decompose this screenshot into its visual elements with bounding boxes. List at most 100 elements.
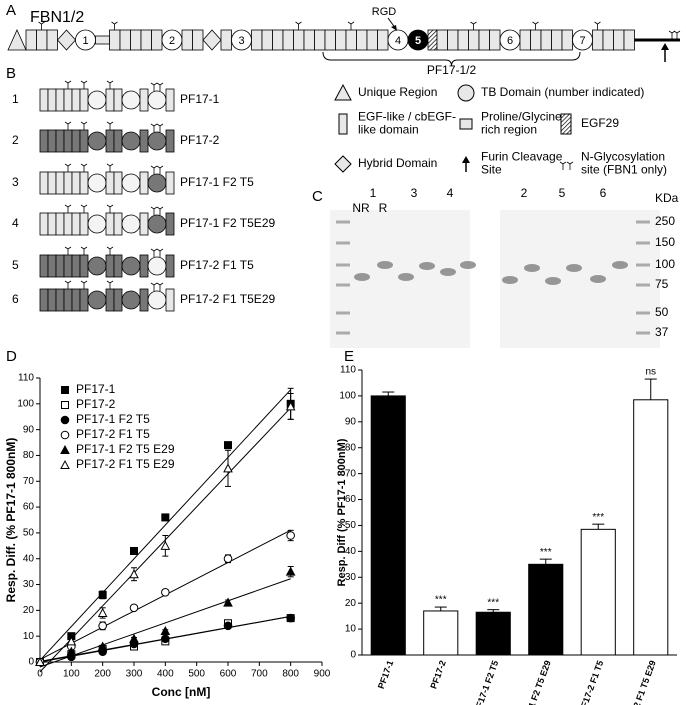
kda-label: KDa (655, 191, 679, 205)
legend-label: Site (481, 163, 502, 177)
egf-domain (63, 254, 73, 278)
x-axis-label: Conc [nM] (152, 685, 211, 699)
egf-domain (447, 29, 459, 51)
glyco-mark (80, 163, 88, 167)
egf-domain (25, 29, 37, 51)
egf-domain (113, 288, 123, 312)
glyco-mark (80, 280, 88, 284)
ladder-band (336, 241, 350, 245)
legend-label: TB Domain (number indicated) (481, 85, 644, 99)
glyco-mark (38, 21, 45, 25)
egf-domain (356, 29, 368, 51)
tb-domain (87, 256, 107, 276)
tb-number: 4 (395, 35, 401, 47)
egf-domain (36, 29, 48, 51)
glyco-mark (64, 121, 72, 125)
gel-image (500, 210, 660, 348)
marker-label: 150 (655, 235, 675, 249)
glyco-mark (106, 121, 114, 125)
egf-domain (47, 88, 57, 112)
legend-icon (334, 83, 352, 101)
lane-label: 6 (600, 186, 607, 200)
lane-label: 3 (411, 186, 418, 200)
egf-domain (113, 212, 123, 236)
glyco-mark (156, 165, 164, 169)
tb-domain (87, 131, 107, 151)
egf-domain (113, 171, 123, 195)
egf-domain (139, 129, 149, 153)
construct-number: 5 (12, 258, 19, 272)
legend-label: EGF29 (581, 116, 619, 130)
data-point (61, 401, 69, 409)
tb-domain (121, 214, 141, 234)
x-tick-label: 900 (314, 669, 331, 680)
ladder-band (636, 331, 650, 335)
construct-label: PF17-1 F2 T5E29 (180, 216, 275, 230)
construct-label: PF17-2 F1 T5E29 (180, 292, 275, 306)
legend-icon (338, 113, 348, 135)
egf-domain (71, 254, 81, 278)
glyco-mark (532, 21, 539, 25)
significance-label: *** (435, 595, 447, 606)
data-point (161, 513, 170, 522)
significance-label: *** (487, 597, 499, 608)
egf-domain (139, 288, 149, 312)
construct-number: 6 (12, 292, 19, 306)
y-tick-label: 60 (23, 502, 35, 513)
glyco-mark (673, 30, 681, 34)
data-point (129, 603, 139, 613)
glyco-mark (150, 206, 158, 210)
hybrid-domain (202, 29, 222, 51)
glyco-mark (106, 80, 114, 84)
egf-domain (79, 212, 89, 236)
tb-domain (147, 131, 167, 151)
ladder-band (636, 263, 650, 267)
data-point (35, 656, 45, 666)
significance-label: ns (645, 367, 656, 378)
gel-band (566, 264, 582, 272)
tb-domain (121, 131, 141, 151)
gel-band (524, 264, 540, 272)
data-point (223, 463, 233, 473)
pro-gly-region (95, 35, 110, 45)
egf-domain (335, 29, 347, 51)
panel-letter: E (344, 348, 354, 365)
egf-domain (602, 29, 614, 51)
y-tick-label: 40 (345, 546, 357, 557)
egf-domain (324, 29, 336, 51)
x-tick-label: 800 (282, 669, 299, 680)
egf-domain (55, 288, 65, 312)
hybrid-domain (56, 29, 77, 51)
region-label: PF17-1/2 (427, 63, 477, 77)
egf-domain (282, 29, 294, 51)
legend-label: PF17-2 (76, 397, 116, 411)
ladder-band (336, 283, 350, 287)
tb-domain (121, 256, 141, 276)
furin-arrowhead (661, 43, 669, 50)
legend-label: PF17-1 F2 T5 E29 (76, 442, 175, 456)
egf-domain (303, 29, 315, 51)
glyco-mark (150, 165, 158, 169)
y-tick-label: 80 (345, 442, 357, 453)
x-tick-label: 0 (37, 669, 43, 680)
legend-icon (334, 155, 352, 173)
construct-label: PF17-1 (180, 92, 220, 106)
gel-band (377, 261, 393, 269)
egf-domain (79, 171, 89, 195)
y-tick-label: 30 (345, 572, 357, 583)
tb-domain (87, 173, 107, 193)
data-point (286, 613, 295, 623)
data-point (160, 540, 171, 550)
glyco-mark (80, 246, 88, 250)
bar (528, 563, 564, 656)
y-tick-label: 30 (23, 579, 35, 590)
y-tick-label: 20 (345, 598, 357, 609)
data-point (60, 459, 70, 469)
y-tick-label: 50 (345, 520, 357, 531)
egf-domain (39, 129, 49, 153)
egf-domain (251, 29, 263, 51)
glyco-mark (64, 80, 72, 84)
egf-domain (47, 254, 57, 278)
egf-domain (478, 29, 490, 51)
